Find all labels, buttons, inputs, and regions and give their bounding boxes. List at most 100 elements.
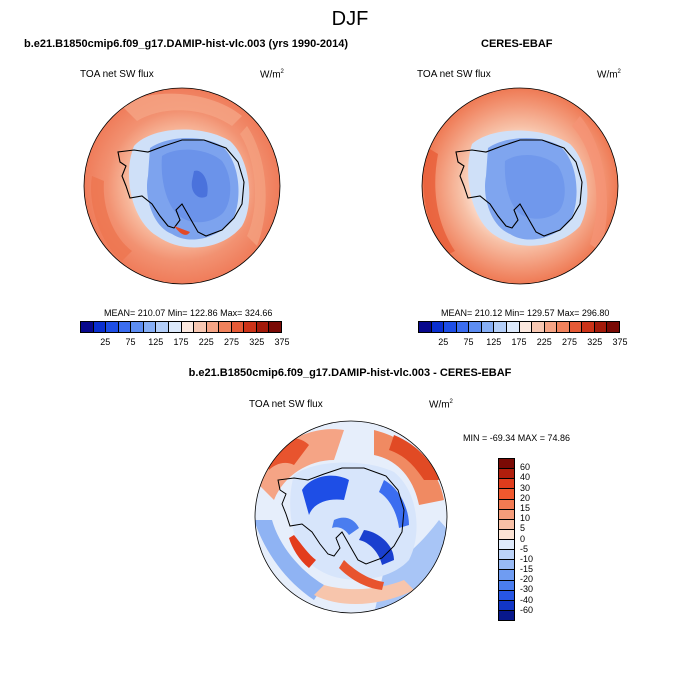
panel-2-colorbar-labels: 25 75 125 175 225 275 325 375 [418,337,627,349]
panel-3-colorbar-label: 5 [520,523,526,534]
panel-1-colorbar-swatch [168,322,182,332]
panel-2-title: CERES-EBAF [481,38,553,50]
panel-3-colorbar-swatch [499,479,514,490]
panel-1-colorbar-swatch [181,322,195,332]
panel-1-colorbar-swatch [93,322,107,332]
panel-1-colorbar-label: 275 [223,337,240,347]
panel-2-colorbar-swatch [582,322,595,332]
panel-2-colorbar-label: 325 [587,337,603,347]
panel-1-colorbar-swatch [143,322,157,332]
panel-3-colorbar-swatch [499,459,514,470]
panel-2-colorbar-swatch [494,322,507,332]
panel-3-colorbar-label: 40 [520,472,531,483]
panel-3-colorbar-swatch [499,469,514,480]
panel-2-colorbar-swatch [594,322,608,332]
panel-2-colorbar-swatch [557,322,570,332]
panel-3-variable: TOA net SW flux [249,399,323,410]
panel-3-stats: MIN = -69.34 MAX = 74.86 [463,433,571,443]
panel-2-colorbar-swatch [519,322,533,332]
panel-1-stats: MEAN= 210.07 Min= 122.86 Max= 324.66 [104,308,273,318]
panel-3-units: W/m2 [429,399,453,411]
panel-3-colorbar-swatch [499,590,514,601]
panel-1-colorbar-swatch [206,322,220,332]
panel-1-variable: TOA net SW flux [80,69,154,80]
panel-2-colorbar-swatch [569,322,583,332]
panel-1-title: b.e21.B1850cmip6.f09_g17.DAMIP-hist-vlc.… [24,38,349,50]
panel-1-colorbar-swatch [219,322,232,332]
panel-1-colorbar-swatch [231,322,245,332]
page-title: DJF [331,8,369,30]
panel-2-colorbar-swatch [431,322,445,332]
panel-2-colorbar-swatch [544,322,558,332]
panel-3-colorbar-label: -60 [520,604,534,615]
panel-3-colorbar-swatch [499,519,514,530]
panel-1-colorbar-labels: 25 75 125 175 225 275 325 375 [80,337,289,349]
panel-1-colorbar-swatch [156,322,169,332]
panel-3-colorbar-label: -30 [520,584,534,595]
panel-3-colorbar-label: 15 [520,502,531,513]
panel-3-colorbar-swatch [499,509,514,520]
panel-3-colorbar-label: 60 [520,462,531,473]
panel-2-colorbar-swatch [456,322,470,332]
panel-3-colorbar-swatch [499,529,514,540]
panel-3-colorbar-swatch [499,580,514,591]
panel-2-stats: MEAN= 210.12 Min= 129.57 Max= 296.80 [441,308,610,318]
panel-1-colorbar-swatch [81,322,94,332]
panel-3-colorbar-swatch [499,600,514,611]
panel-2-colorbar-label: 75 [463,337,474,347]
panel-1-colorbar-label: 175 [173,337,189,347]
panel-3-colorbar-swatch [499,570,514,581]
panel-1-colorbar-swatch [194,322,207,332]
panel-1-colorbar-label: 325 [249,337,265,347]
panel-2-variable: TOA net SW flux [417,69,491,80]
panel-3-colorbar-label: 0 [520,533,526,544]
panel-3-colorbar-label: 10 [520,513,531,524]
panel-3-colorbar-swatch [499,550,514,561]
panel-2-units: W/m2 [597,69,621,81]
panel-2-colorbar-swatch [506,322,520,332]
panel-3-colorbar-swatch [499,610,514,620]
panel-1-colorbar-label: 375 [274,337,290,347]
panel-3-colorbar-label: -15 [520,564,534,575]
panel-2-colorbar-swatch [532,322,545,332]
panel-2-colorbar-label: 125 [486,337,502,347]
panel-2-colorbar-swatch [607,322,619,332]
panel-1-map [83,87,281,285]
panel-3-colorbar-swatch [499,489,514,500]
panel-3-colorbar-label: -10 [520,553,534,564]
panel-2-map [421,87,619,285]
panel-3-colorbar-label: 30 [520,482,531,493]
panel-2-colorbar-label: 275 [561,337,578,347]
panel-1-colorbar-swatch [256,322,270,332]
panel-3-colorbar-swatch [499,499,514,510]
panel-2-colorbar-label: 225 [536,337,552,347]
panel-1-colorbar-label: 75 [125,337,136,347]
panel-1-colorbar-label: 225 [198,337,214,347]
panel-3-colorbar-label: -20 [520,574,534,585]
panel-2-colorbar-label: 25 [438,337,449,347]
panel-2-colorbar-swatch [419,322,432,332]
panel-2-colorbar [418,321,620,333]
panel-1-colorbar-swatch [244,322,257,332]
panel-3-map [254,420,448,614]
panel-3-colorbar-labels: 60 40 30 20 15 10 5 0 -5 -10 -15 -20 -30 -40 -60 [520,458,560,621]
panel-3-title: b.e21.B1850cmip6.f09_g17.DAMIP-hist-vlc.… [188,367,512,379]
panel-1-colorbar-swatch [269,322,281,332]
panel-3-colorbar-label: -5 [520,543,529,554]
panel-3-colorbar-swatch [499,540,514,551]
panel-1-colorbar-swatch [118,322,132,332]
panel-1-colorbar-label: 125 [148,337,164,347]
panel-1-colorbar-swatch [106,322,119,332]
panel-2-colorbar-label: 375 [612,337,628,347]
panel-1-colorbar-swatch [131,322,144,332]
panel-3-colorbar [498,458,515,621]
panel-3-colorbar-label: -40 [520,594,534,605]
panel-2-colorbar-label: 175 [511,337,527,347]
panel-1-units: W/m2 [260,69,284,81]
panel-2-colorbar-swatch [444,322,457,332]
panel-3-colorbar-swatch [499,560,514,571]
panel-2-colorbar-swatch [469,322,482,332]
panel-1-colorbar-label: 25 [100,337,111,347]
panel-3-colorbar-label: 20 [520,492,531,503]
panel-2-colorbar-swatch [481,322,495,332]
